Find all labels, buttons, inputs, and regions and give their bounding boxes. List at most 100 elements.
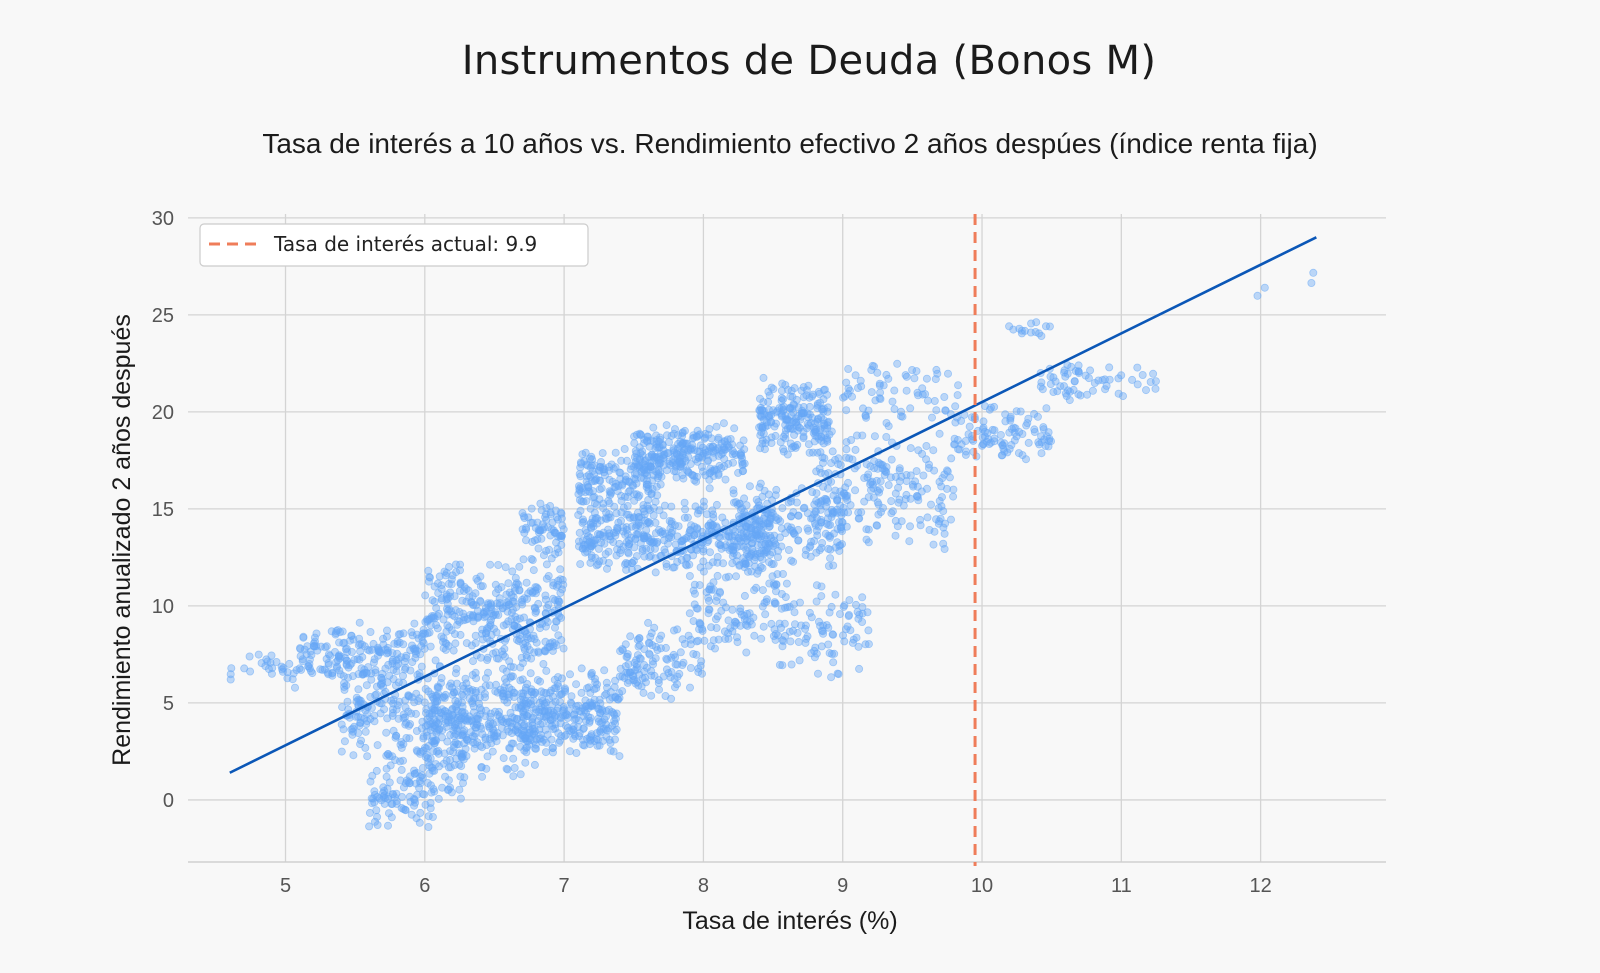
scatter-point <box>544 600 553 609</box>
scatter-point <box>546 501 555 510</box>
scatter-point <box>459 691 468 700</box>
scatter-point <box>730 424 739 433</box>
scatter-point <box>1253 291 1262 300</box>
scatter-point <box>541 706 550 715</box>
scatter-point <box>557 509 566 518</box>
scatter-point <box>576 458 585 467</box>
scatter-point <box>411 779 420 788</box>
scatter-point <box>424 812 433 821</box>
scatter-point <box>605 705 614 714</box>
scatter-point <box>338 627 347 636</box>
scatter-point <box>615 539 624 548</box>
scatter-point <box>912 467 921 476</box>
scatter-point <box>521 696 530 705</box>
scatter-point <box>600 666 609 675</box>
scatter-point <box>1074 367 1083 376</box>
scatter-point <box>560 732 569 741</box>
scatter-point <box>515 562 524 571</box>
scatter-point <box>680 498 689 507</box>
scatter-point <box>501 563 510 572</box>
scatter-point <box>1084 374 1093 383</box>
scatter-point <box>783 450 792 459</box>
scatter-point <box>704 561 713 570</box>
scatter-point <box>707 434 716 443</box>
scatter-point <box>444 579 453 588</box>
scatter-point <box>723 440 732 449</box>
scatter-point <box>1005 428 1014 437</box>
scatter-point <box>485 681 494 690</box>
scatter-point <box>299 632 308 641</box>
scatter-point <box>837 511 846 520</box>
scatter-point <box>603 564 612 573</box>
scatter-point <box>1018 429 1027 438</box>
scatter-point <box>539 660 548 669</box>
scatter-point <box>925 460 934 469</box>
scatter-point <box>930 396 939 405</box>
scatter-point <box>676 459 685 468</box>
scatter-point <box>632 663 641 672</box>
scatter-point <box>559 580 568 589</box>
scatter-point <box>340 638 349 647</box>
scatter-point <box>868 361 877 370</box>
scatter-point <box>297 665 306 674</box>
scatter-point <box>978 441 987 450</box>
scatter-point <box>829 658 838 667</box>
scatter-point <box>693 447 702 456</box>
scatter-point <box>507 685 516 694</box>
scatter-point <box>814 669 823 678</box>
scatter-point <box>757 634 766 643</box>
scatter-point <box>736 621 745 630</box>
scatter-point <box>630 469 639 478</box>
scatter-point <box>630 490 639 499</box>
scatter-point <box>370 787 379 796</box>
scatter-point <box>478 772 487 781</box>
scatter-point <box>645 649 654 658</box>
scatter-point <box>591 678 600 687</box>
scatter-point <box>526 736 535 745</box>
scatter-point <box>656 644 665 653</box>
scatter-point <box>296 645 305 654</box>
scatter-point <box>702 450 711 459</box>
scatter-point <box>1101 385 1110 394</box>
x-tick-label: 11 <box>1111 875 1132 897</box>
scatter-point <box>1086 366 1095 375</box>
scatter-point <box>520 514 529 523</box>
scatter-point <box>450 612 459 621</box>
scatter-point <box>836 523 845 532</box>
scatter-point <box>354 685 363 694</box>
scatter-point <box>949 485 958 494</box>
scatter-point <box>906 444 915 453</box>
scatter-point <box>431 697 440 706</box>
scatter-point <box>947 454 956 463</box>
scatter-point <box>844 364 853 373</box>
scatter-point <box>787 512 796 521</box>
scatter-point <box>538 520 547 529</box>
chart-subtitle: Tasa de interés a 10 años vs. Rendimient… <box>262 128 1318 159</box>
scatter-point <box>943 467 952 476</box>
scatter-point <box>457 731 466 740</box>
scatter-point <box>802 424 811 433</box>
scatter-point <box>516 676 525 685</box>
scatter-point <box>929 446 938 455</box>
scatter-point <box>631 679 640 688</box>
scatter-point <box>745 609 754 618</box>
scatter-point <box>451 730 460 739</box>
scatter-point <box>443 786 452 795</box>
scatter-point <box>771 599 780 608</box>
scatter-point <box>572 680 581 689</box>
scatter-point <box>518 595 527 604</box>
scatter-point <box>1037 449 1046 458</box>
scatter-point <box>342 681 351 690</box>
scatter-point <box>516 614 525 623</box>
scatter-point <box>464 736 473 745</box>
scatter-point <box>410 645 419 654</box>
scatter-point <box>461 744 470 753</box>
scatter-point <box>1307 278 1316 287</box>
scatter-point <box>875 394 884 403</box>
scatter-point <box>759 622 768 631</box>
scatter-point <box>488 611 497 620</box>
scatter-point <box>430 737 439 746</box>
scatter-point <box>520 720 529 729</box>
scatter-point <box>412 630 421 639</box>
chart-title: Instrumentos de Deuda (Bonos M) <box>461 38 1157 84</box>
